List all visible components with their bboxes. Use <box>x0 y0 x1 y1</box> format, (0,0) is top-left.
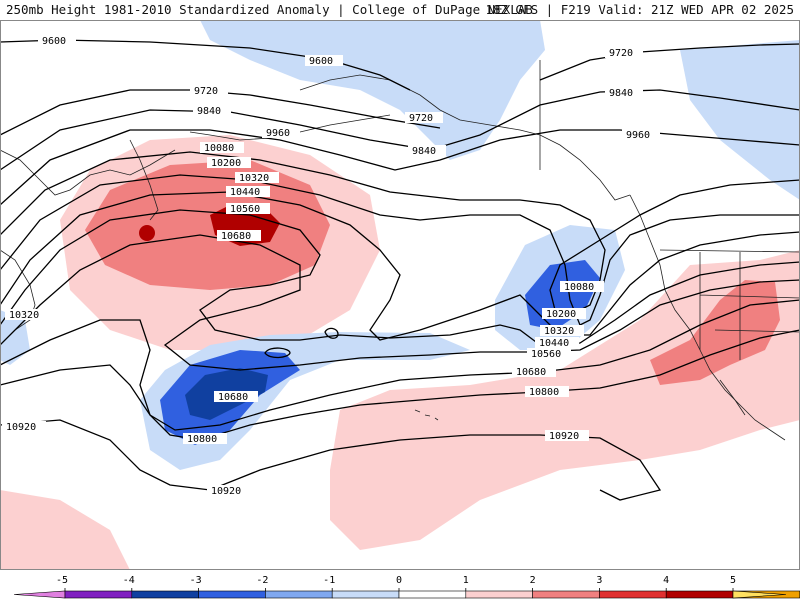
negative-anomaly-north <box>200 20 545 160</box>
positive-anomaly-southeast <box>330 250 800 550</box>
colorbar-tick-label: -4 <box>123 575 135 586</box>
contour-label: 9960 <box>626 130 650 141</box>
colorbar-swatch <box>465 590 533 599</box>
colorbar-swatch <box>331 590 400 599</box>
contour-label: 9960 <box>266 128 290 139</box>
contour-label: 10560 <box>230 204 260 215</box>
colorbar-swatch <box>64 590 133 599</box>
contour-10320 <box>0 191 800 341</box>
contour-label: 10920 <box>6 422 36 433</box>
contour-label: 10200 <box>211 158 241 169</box>
model-run-info: 18Z GFS | F219 Valid: 21Z WED APR 02 202… <box>485 2 794 17</box>
baja-coast <box>719 379 746 416</box>
colorbar-tick-label: -1 <box>323 575 335 586</box>
colorbar-tick-label: -3 <box>190 575 202 586</box>
contour-label: 10680 <box>221 231 251 242</box>
contour-small-closed-1 <box>324 327 339 339</box>
contour-label: 9600 <box>309 56 333 67</box>
contour-10800 <box>0 329 800 441</box>
contour-label: 10920 <box>211 486 241 497</box>
contour-label: 10680 <box>516 367 546 378</box>
colorbar: -5 -4 -3 -2 -1 0 1 2 3 4 5 <box>13 575 800 599</box>
contour-9720-east <box>539 43 800 81</box>
colorbar-tick-label: 5 <box>730 575 736 586</box>
colorbar-swatches <box>13 590 800 599</box>
contour-label: 10800 <box>529 387 559 398</box>
contour-label: 9720 <box>409 113 433 124</box>
colorbar-tick-label: 1 <box>463 575 469 586</box>
contour-label: 10800 <box>187 434 217 445</box>
na-west-coast <box>629 194 786 441</box>
colorbar-tick-label: 3 <box>596 575 602 586</box>
contour-10560 <box>0 234 800 371</box>
contour-label: 9600 <box>42 36 66 47</box>
colorbar-swatch <box>131 590 199 599</box>
colorbar-swatch <box>532 590 600 599</box>
contour-label: 10440 <box>539 338 569 349</box>
contour-label: 10320 <box>239 173 269 184</box>
contour-label: 10320 <box>544 326 574 337</box>
colorbar-swatch <box>732 590 787 599</box>
colorbar-tick-label: -2 <box>256 575 268 586</box>
contour-label: 9720 <box>194 86 218 97</box>
asia-coast <box>0 149 176 196</box>
colorbar-swatch <box>13 590 66 599</box>
negative-anomaly-northeast <box>680 40 800 200</box>
contour-labels: 9600 9600 9720 9720 9720 9840 9840 9840 … <box>2 35 660 497</box>
us-state-lines <box>699 252 800 360</box>
map-title: 250mb Height 1981-2010 Standardized Anom… <box>6 2 533 17</box>
colorbar-swatch <box>198 590 266 599</box>
colorbar-swatch <box>599 590 667 599</box>
contour-label: 9840 <box>412 146 436 157</box>
colorbar-tick-label: -5 <box>56 575 68 586</box>
negative-anomaly-west-edge <box>0 310 30 365</box>
contour-label: 10560 <box>531 349 561 360</box>
contour-label: 10080 <box>564 282 594 293</box>
contour-label: 9840 <box>197 106 221 117</box>
colorbar-tick-label: 0 <box>396 575 402 586</box>
contour-label: 10200 <box>546 309 576 320</box>
colorbar-ticks: -5 -4 -3 -2 -1 0 1 2 3 4 5 <box>56 575 736 591</box>
alaska-coast <box>299 74 631 201</box>
contour-label: 10080 <box>204 143 234 154</box>
colorbar-swatch <box>665 590 734 599</box>
contour-10440 <box>0 209 800 346</box>
contour-10200 <box>0 174 800 326</box>
contour-small-closed-2 <box>264 347 291 359</box>
contour-label: 9840 <box>609 88 633 99</box>
colorbar-swatch <box>398 590 467 599</box>
hawaii <box>414 409 439 421</box>
contour-10920 <box>0 419 662 501</box>
contour-label: 10320 <box>9 310 39 321</box>
colorbar-tick-label: 4 <box>663 575 669 586</box>
contour-10680 <box>0 299 800 431</box>
contour-label: 10680 <box>218 392 248 403</box>
positive-anomaly-southwest <box>0 490 130 570</box>
colorbar-tick-label: 2 <box>530 575 536 586</box>
contour-label: 10920 <box>549 431 579 442</box>
canada-us-border <box>659 249 800 253</box>
map-canvas: 9600 9600 9720 9720 9720 9840 9840 9840 … <box>0 20 800 570</box>
contour-label: 9720 <box>609 48 633 59</box>
colorbar-swatch <box>265 590 333 599</box>
contour-label: 10440 <box>230 187 260 198</box>
contour-9960 <box>0 129 800 206</box>
